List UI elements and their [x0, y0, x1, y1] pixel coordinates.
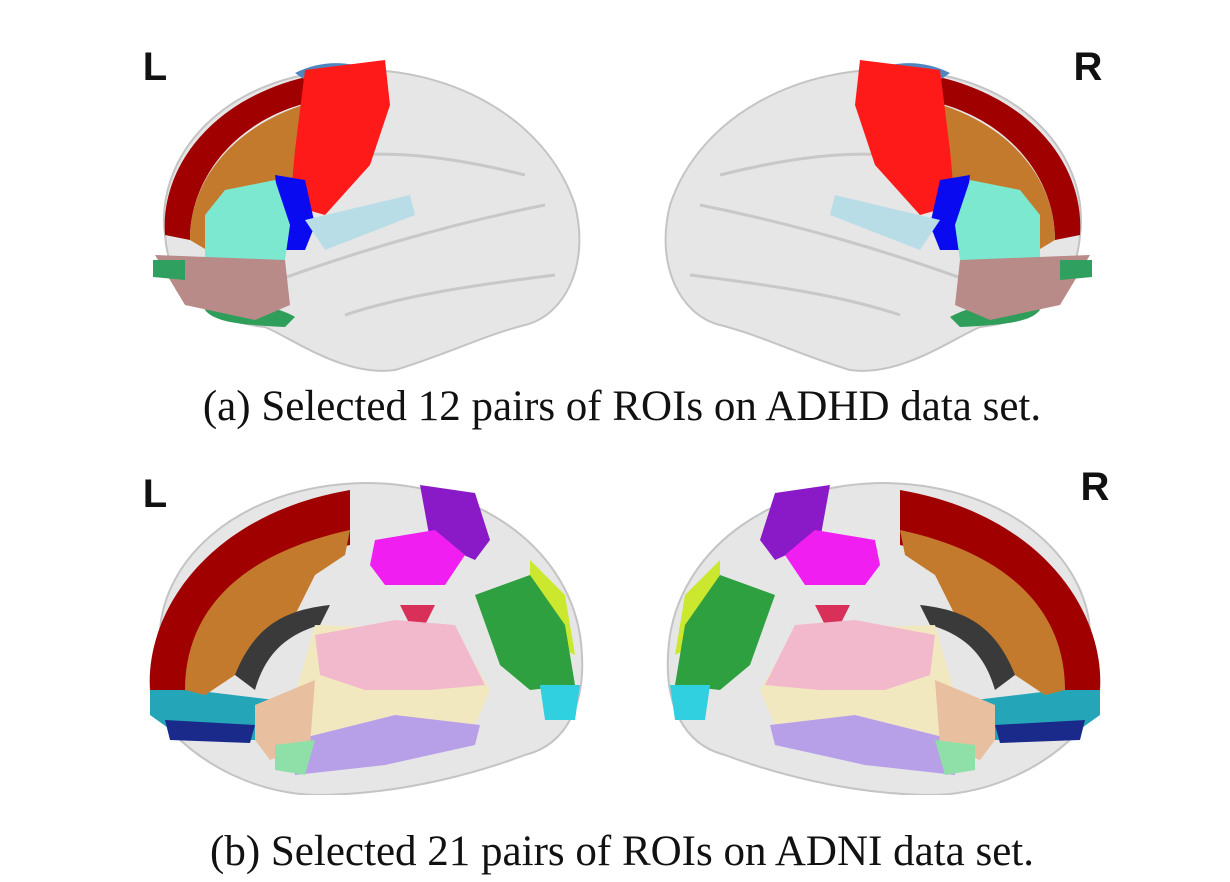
brain-right-adhd	[666, 60, 1092, 371]
hemisphere-label: L	[143, 472, 167, 516]
hemisphere-label: R	[1081, 465, 1110, 509]
brain-left-adni	[150, 483, 582, 795]
caption: (a) Selected 12 pairs of ROIs on ADHD da…	[203, 383, 1041, 430]
hemisphere-label: L	[143, 45, 167, 89]
brain-right-adni	[668, 483, 1100, 795]
brain-left-adhd	[153, 60, 579, 371]
hemisphere-label: R	[1074, 45, 1103, 89]
caption: (b) Selected 21 pairs of ROIs on ADNI da…	[210, 828, 1034, 875]
